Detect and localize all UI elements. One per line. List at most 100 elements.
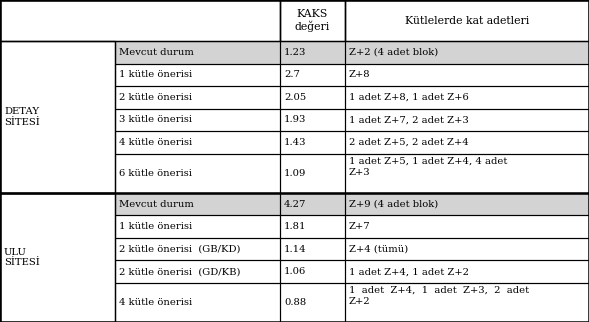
Bar xyxy=(345,215,589,238)
Text: Mevcut durum: Mevcut durum xyxy=(119,200,194,209)
Text: 4.27: 4.27 xyxy=(284,200,306,209)
Bar xyxy=(345,109,589,131)
Bar xyxy=(115,283,280,322)
Text: 1.93: 1.93 xyxy=(284,116,306,125)
Bar xyxy=(345,0,589,41)
Bar xyxy=(345,260,589,283)
Bar xyxy=(115,238,280,260)
Bar xyxy=(280,63,345,86)
Text: 1.06: 1.06 xyxy=(284,267,306,276)
Text: 1 kütle önerisi: 1 kütle önerisi xyxy=(119,71,192,79)
Bar xyxy=(115,215,280,238)
Text: 4 kütle önerisi: 4 kütle önerisi xyxy=(119,298,192,307)
Text: 1 kütle önerisi: 1 kütle önerisi xyxy=(119,222,192,231)
Bar xyxy=(345,131,589,154)
Text: 1.23: 1.23 xyxy=(284,48,306,57)
Bar xyxy=(280,0,345,41)
Bar xyxy=(115,283,280,322)
Bar xyxy=(115,238,280,260)
Bar xyxy=(280,0,345,41)
Bar xyxy=(345,86,589,109)
Bar xyxy=(115,154,280,193)
Text: 2 kütle önerisi  (GB/KD): 2 kütle önerisi (GB/KD) xyxy=(119,245,240,254)
Text: 1 adet Z+7, 2 adet Z+3: 1 adet Z+7, 2 adet Z+3 xyxy=(349,116,469,125)
Text: 2 adet Z+5, 2 adet Z+4: 2 adet Z+5, 2 adet Z+4 xyxy=(349,138,469,147)
Bar xyxy=(115,260,280,283)
Bar xyxy=(280,283,345,322)
Bar xyxy=(345,238,589,260)
Text: 1.81: 1.81 xyxy=(284,222,306,231)
Bar xyxy=(345,41,589,63)
Bar xyxy=(115,131,280,154)
Bar xyxy=(115,109,280,131)
Text: 3 kütle önerisi: 3 kütle önerisi xyxy=(119,116,192,125)
Bar xyxy=(280,41,345,63)
Bar xyxy=(280,193,345,215)
Bar xyxy=(345,109,589,131)
Bar xyxy=(280,238,345,260)
Text: Z+7: Z+7 xyxy=(349,222,370,231)
Text: Kütlelerde kat adetleri: Kütlelerde kat adetleri xyxy=(405,15,529,25)
Bar xyxy=(280,260,345,283)
Bar xyxy=(115,63,280,86)
Bar xyxy=(280,154,345,193)
Bar xyxy=(345,238,589,260)
Bar xyxy=(115,109,280,131)
Bar xyxy=(280,193,345,215)
Bar xyxy=(280,215,345,238)
Text: DETAY
SİTESİ: DETAY SİTESİ xyxy=(4,107,39,127)
Text: Mevcut durum: Mevcut durum xyxy=(119,48,194,57)
Bar xyxy=(280,215,345,238)
Bar xyxy=(115,193,280,215)
Bar xyxy=(280,86,345,109)
Bar xyxy=(115,41,280,63)
Text: 2 kütle önerisi: 2 kütle önerisi xyxy=(119,93,192,102)
Bar xyxy=(0,0,280,41)
Bar xyxy=(345,0,589,41)
Text: 1  adet  Z+4,  1  adet  Z+3,  2  adet
Z+2: 1 adet Z+4, 1 adet Z+3, 2 adet Z+2 xyxy=(349,286,529,306)
Bar xyxy=(0,41,115,193)
Bar xyxy=(280,63,345,86)
Bar xyxy=(345,215,589,238)
Bar xyxy=(280,238,345,260)
Bar xyxy=(345,193,589,215)
Bar xyxy=(280,109,345,131)
Bar xyxy=(345,260,589,283)
Bar xyxy=(115,86,280,109)
Bar xyxy=(115,131,280,154)
Bar xyxy=(115,41,280,63)
Bar xyxy=(0,193,115,322)
Bar xyxy=(345,63,589,86)
Bar xyxy=(115,260,280,283)
Bar xyxy=(345,193,589,215)
Bar xyxy=(280,86,345,109)
Bar xyxy=(345,63,589,86)
Bar xyxy=(0,0,280,41)
Text: 1 adet Z+8, 1 adet Z+6: 1 adet Z+8, 1 adet Z+6 xyxy=(349,93,469,102)
Text: 2.7: 2.7 xyxy=(284,71,300,79)
Text: 1.09: 1.09 xyxy=(284,169,306,178)
Text: Z+8: Z+8 xyxy=(349,71,370,79)
Bar xyxy=(345,154,589,193)
Text: Z+4 (tümü): Z+4 (tümü) xyxy=(349,245,408,254)
Bar xyxy=(115,154,280,193)
Text: 1.43: 1.43 xyxy=(284,138,306,147)
Bar xyxy=(345,283,589,322)
Text: ULU
SİTESİ: ULU SİTESİ xyxy=(4,248,39,267)
Text: 1.14: 1.14 xyxy=(284,245,307,254)
Text: 2 kütle önerisi  (GD/KB): 2 kütle önerisi (GD/KB) xyxy=(119,267,240,276)
Bar xyxy=(345,41,589,63)
Bar xyxy=(280,131,345,154)
Text: 4 kütle önerisi: 4 kütle önerisi xyxy=(119,138,192,147)
Bar xyxy=(280,154,345,193)
Text: 0.88: 0.88 xyxy=(284,298,306,307)
Text: KAKS
değeri: KAKS değeri xyxy=(295,9,330,33)
Text: 1 adet Z+4, 1 adet Z+2: 1 adet Z+4, 1 adet Z+2 xyxy=(349,267,469,276)
Bar xyxy=(115,86,280,109)
Bar xyxy=(115,63,280,86)
Text: Z+2 (4 adet blok): Z+2 (4 adet blok) xyxy=(349,48,438,57)
Bar xyxy=(345,86,589,109)
Text: Z+9 (4 adet blok): Z+9 (4 adet blok) xyxy=(349,200,438,209)
Text: 1 adet Z+5, 1 adet Z+4, 4 adet
Z+3: 1 adet Z+5, 1 adet Z+4, 4 adet Z+3 xyxy=(349,157,507,176)
Bar xyxy=(345,154,589,193)
